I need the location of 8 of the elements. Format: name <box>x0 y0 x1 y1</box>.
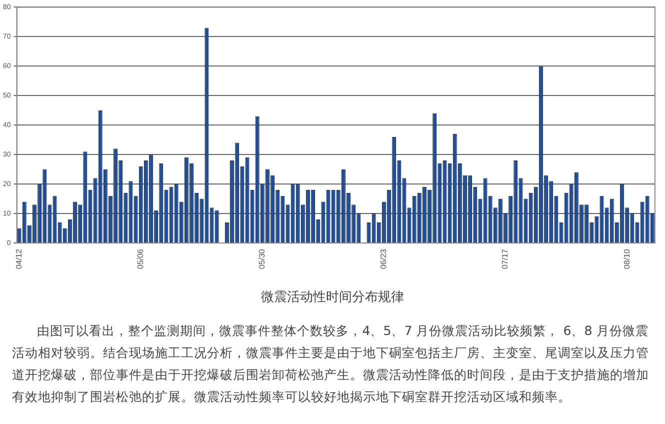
x-tick-label: 06/23 <box>379 248 388 270</box>
x-tick-label: 07/17 <box>500 248 510 270</box>
x-tick-label: 08/10 <box>622 248 632 270</box>
x-tick-label: 05/30 <box>258 248 267 270</box>
x-tick-label: 04/12 <box>14 248 24 270</box>
text: 微震活动性时间分布规律 <box>260 289 405 306</box>
x-tick-label: 05/06 <box>136 248 146 270</box>
text: 由图可以看出，整个监测期间，微震事件整体个数较多，4、5、7 月份微震活动比较频繁， 6、8 月份微震活动相对较弱。结合现场施工工况分析，微震事件主要是由于地下硐室包括主厂房、主变室、尾调室以及压力管道开挖爆破，部位事件是由于开挖爆破后围岩卸荷松弛产生。微震活动性降低的时间段，是由于支护措施的增加有效地抑制了围岩松弛的扩展。微震活动性频率可以较好地揭示地下硐室群开挖活动区域和频率。 <box>12 322 650 406</box>
